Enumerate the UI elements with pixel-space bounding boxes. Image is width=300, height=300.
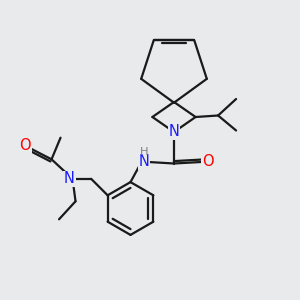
Text: O: O: [19, 138, 31, 153]
Text: N: N: [139, 154, 149, 169]
Text: N: N: [64, 171, 75, 186]
Text: H: H: [140, 147, 148, 158]
Text: O: O: [202, 154, 213, 169]
Text: N: N: [169, 124, 179, 140]
